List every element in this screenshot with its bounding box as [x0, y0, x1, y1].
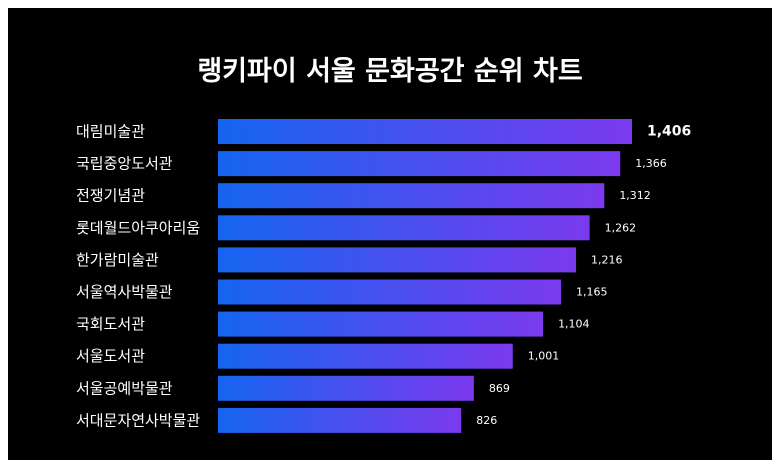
value-label: 1,001 — [528, 350, 560, 363]
category-label: 서대문자연사박물관 — [76, 411, 200, 429]
value-label: 869 — [489, 382, 510, 395]
category-label: 롯데월드아쿠아리움 — [76, 219, 200, 237]
category-label: 서울도서관 — [76, 347, 145, 365]
value-label: 1,216 — [591, 253, 623, 266]
bar — [218, 183, 605, 209]
value-label: 1,104 — [558, 318, 590, 331]
category-label: 서울역사박물관 — [76, 283, 173, 301]
value-label: 1,366 — [635, 157, 667, 170]
bar — [218, 119, 632, 144]
chart-frame: 랭키파이 서울 문화공간 순위 차트 대림미술관 1,406 국립중앙도서관 1,36… — [8, 8, 772, 460]
value-label: 1,406 — [647, 124, 691, 140]
bar — [218, 343, 513, 369]
chart-title: 랭키파이 서울 문화공간 순위 차트 — [197, 56, 583, 87]
category-label: 국회도서관 — [76, 315, 145, 333]
value-label: 826 — [476, 414, 497, 427]
category-label: 국립중앙도서관 — [76, 155, 173, 173]
bar — [218, 247, 577, 273]
value-label: 1,262 — [605, 221, 637, 234]
category-label: 한가람미술관 — [76, 251, 159, 269]
bar — [218, 375, 474, 401]
bar — [218, 215, 590, 241]
category-label: 대림미술관 — [76, 123, 145, 141]
value-label: 1,165 — [576, 286, 608, 299]
category-label: 서울공예박물관 — [76, 379, 173, 397]
bar — [218, 407, 462, 433]
bar-chart: 대림미술관 1,406 국립중앙도서관 1,366 전쟁기념관 1,312 롯데월드아쿠아리… — [76, 119, 691, 433]
category-label: 전쟁기념관 — [76, 187, 145, 205]
value-label: 1,312 — [619, 189, 651, 202]
bar — [218, 279, 562, 305]
bar — [218, 151, 621, 177]
bar — [218, 311, 544, 337]
bars-group: 대림미술관 1,406 국립중앙도서관 1,366 전쟁기념관 1,312 롯데월드아쿠아리… — [76, 119, 691, 433]
